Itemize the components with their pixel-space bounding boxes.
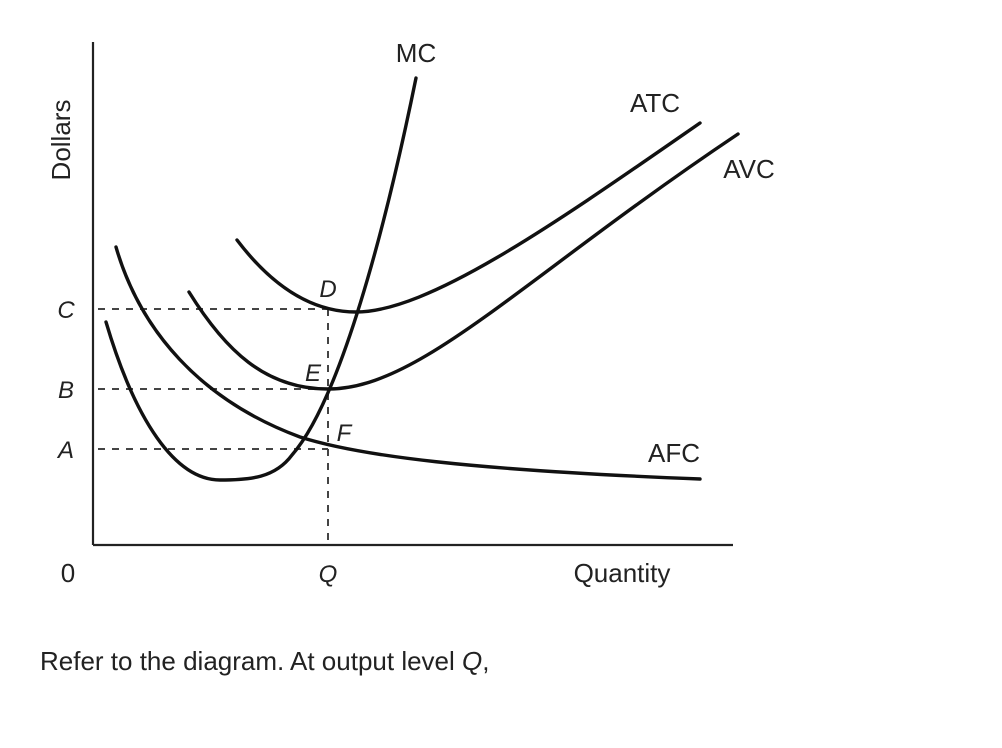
y-tick-b: B — [58, 377, 74, 404]
avc-curve — [187, 132, 740, 391]
atc-label: ATC — [630, 88, 680, 118]
point-f-label: F — [337, 420, 353, 447]
question-caption: Refer to the diagram. At output level Q, — [40, 646, 490, 677]
avc-label: AVC — [723, 154, 775, 184]
caption-emphasis: Q — [462, 646, 483, 676]
mc-curve — [104, 76, 418, 482]
point-d-label: D — [319, 276, 336, 303]
x-axis-label: Quantity — [574, 558, 671, 588]
x-tick-q: Q — [319, 561, 338, 588]
caption-suffix: , — [482, 646, 490, 676]
y-axis-label: Dollars — [46, 100, 76, 181]
cost-curves-diagram: Dollars Quantity 0 C B A Q MC ATC AVC AF… — [46, 38, 775, 588]
y-tick-a: A — [56, 437, 74, 464]
origin-label: 0 — [61, 558, 75, 588]
y-tick-c: C — [57, 297, 75, 324]
afc-curve — [114, 245, 702, 481]
caption-text: Refer to the diagram. At output level — [40, 646, 463, 676]
afc-label: AFC — [648, 438, 700, 468]
mc-label: MC — [396, 38, 436, 68]
point-e-label: E — [305, 360, 322, 387]
atc-curve — [235, 121, 702, 314]
